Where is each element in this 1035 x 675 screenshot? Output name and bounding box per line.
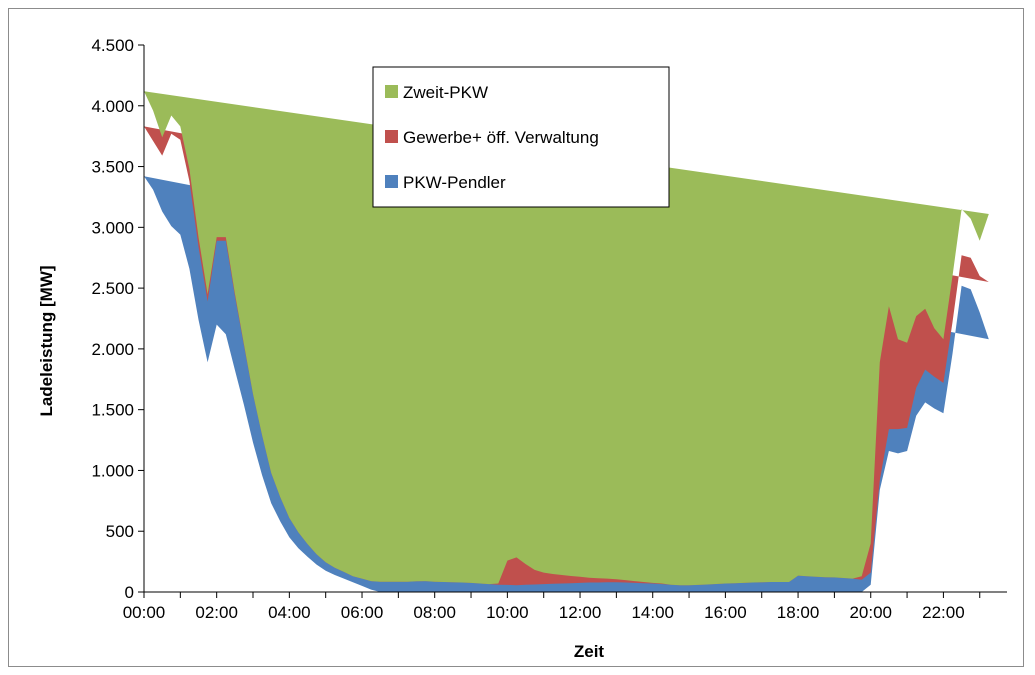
x-tick-label: 08:00	[413, 603, 456, 622]
x-tick-label: 04:00	[268, 603, 311, 622]
y-tick-label: 1.500	[91, 401, 134, 420]
x-tick-label: 14:00	[631, 603, 674, 622]
legend: Zweit-PKW Gewerbe+ öff. Verwaltung PKW-Pen…	[372, 66, 670, 208]
legend-label: Gewerbe+ öff. Verwaltung	[403, 128, 599, 147]
area-series-3	[144, 91, 989, 586]
x-tick-label: 06:00	[341, 603, 384, 622]
axes-layer	[143, 45, 1007, 593]
legend-swatch	[385, 175, 398, 188]
legend-box	[372, 66, 670, 208]
y-tick-label: 3.000	[91, 218, 134, 237]
y-tick-label: 500	[106, 522, 134, 541]
chart-frame: 0 500 1.000 1.500 2.000 2.500 3.000 3.500 4.000 4…	[8, 8, 1024, 667]
x-tick-label: 20:00	[849, 603, 892, 622]
x-tick-label: 18:00	[777, 603, 820, 622]
y-tick-label: 4.500	[91, 36, 134, 55]
x-tick-label: 10:00	[486, 603, 529, 622]
y-tick-label: 4.000	[91, 97, 134, 116]
y-tick-label: 2.500	[91, 279, 134, 298]
legend-swatch	[385, 130, 398, 143]
x-tick-label: 00:00	[123, 603, 166, 622]
x-tick-label: 16:00	[704, 603, 747, 622]
y-tick-label: 2.000	[91, 340, 134, 359]
y-ticks: 0 500 1.000 1.500 2.000 2.500 3.000 3.500 4.000 4…	[91, 36, 144, 602]
x-tick-label: 02:00	[195, 603, 238, 622]
x-ticks: 00:00 02:00 04:00 06:00 08:00 10:00 12:00 14:00…	[123, 592, 981, 622]
area-layer	[144, 91, 989, 593]
x-axis-title: Zeit	[574, 642, 605, 661]
y-tick-label: 3.500	[91, 158, 134, 177]
y-tick-label: 1.000	[91, 461, 134, 480]
legend-label: Zweit-PKW	[403, 83, 488, 102]
x-tick-label: 12:00	[559, 603, 602, 622]
x-tick-label: 22:00	[922, 603, 965, 622]
legend-swatch	[385, 85, 398, 98]
legend-items: Zweit-PKW Gewerbe+ öff. Verwaltung PKW-Pen…	[385, 83, 599, 192]
legend-label: PKW-Pendler	[403, 173, 506, 192]
y-axis-title: Ladeleistung [MW]	[37, 265, 56, 416]
stacked-area-chart: 0 500 1.000 1.500 2.000 2.500 3.000 3.500 4.000 4…	[37, 36, 1007, 661]
y-tick-label: 0	[125, 583, 134, 602]
